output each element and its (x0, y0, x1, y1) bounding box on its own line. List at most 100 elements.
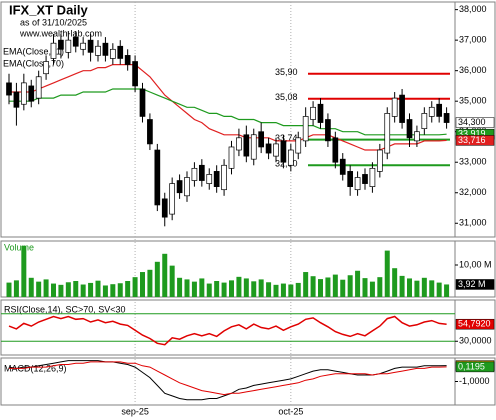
volume-bar (6, 282, 12, 297)
candle-body (414, 131, 420, 142)
candle-body (95, 45, 101, 56)
candle-body (236, 137, 242, 151)
candle-body (362, 174, 368, 184)
volume-bar (266, 282, 272, 297)
volume-bar (147, 269, 153, 297)
candle-body (161, 198, 168, 218)
volume-bar (154, 261, 160, 297)
volume-bar (184, 279, 190, 297)
volume-bar (229, 280, 234, 297)
candle-body (176, 180, 183, 194)
volume-bar (117, 283, 123, 297)
value-tag (455, 318, 495, 330)
candle-body (65, 39, 72, 53)
volume-bar (243, 278, 249, 297)
volume-bar (236, 276, 242, 297)
candle-body (184, 177, 190, 197)
volume-bar (140, 272, 145, 297)
value-tag-label: 54,7920 (458, 319, 491, 329)
legend-entry: EMA(Close,70) (3, 58, 64, 68)
y-tick-label: 38,000 (459, 4, 487, 14)
volume-bar (221, 282, 227, 297)
volume-bar (377, 277, 383, 297)
volume-bar (36, 281, 42, 297)
candle-body (191, 167, 198, 181)
candle-body (35, 76, 42, 99)
volume-bar (303, 272, 309, 297)
candle-body (58, 39, 64, 50)
volume-bar (310, 276, 316, 297)
candle-body (384, 113, 391, 154)
value-tag (455, 361, 495, 373)
volume-bar (392, 268, 398, 297)
candle-body (436, 103, 443, 117)
indicator-line (9, 88, 447, 136)
candle-body (347, 171, 354, 187)
volume-bar (110, 284, 116, 297)
candle-body (310, 106, 316, 120)
value-tag (455, 117, 495, 128)
volume-bar (65, 282, 71, 297)
volume-bar (369, 281, 375, 297)
volume-bar (191, 281, 197, 297)
volume-bar (429, 280, 435, 297)
volume-bar (273, 284, 279, 297)
value-tag-label: 33,919 (458, 129, 486, 139)
volume-bar (325, 277, 331, 297)
volume-bar (125, 281, 131, 297)
volume-bar (251, 281, 257, 297)
pane-frame (0, 357, 496, 406)
y-tick-label: 36,000 (459, 65, 487, 75)
x-tick-label: sep-25 (121, 406, 149, 416)
volume-bar (295, 282, 301, 297)
candle-body (265, 143, 272, 154)
volume-bar (43, 279, 49, 297)
y-tick-label: 31,000 (459, 218, 487, 228)
candle-body (50, 42, 57, 59)
volume-bar (347, 275, 353, 297)
candle-body (302, 116, 309, 142)
candle-body (399, 94, 405, 123)
candle-body (72, 36, 79, 47)
y-tick-label: 37,000 (459, 35, 487, 45)
value-tag (455, 279, 495, 290)
candle-body (443, 113, 450, 123)
volume-bar (162, 253, 168, 297)
candle-body (428, 106, 435, 117)
volume-bar (80, 284, 86, 297)
volume-bar (206, 283, 212, 297)
candle-body (6, 82, 12, 96)
candle-body (369, 167, 376, 187)
volume-bar (95, 280, 101, 297)
candle-body (376, 149, 383, 172)
value-tag-label: 0,1195 (458, 361, 485, 371)
y-tick-label: 33,000 (459, 157, 487, 167)
volume-bar (51, 283, 56, 297)
y-tick-label: 30,0000 (459, 336, 492, 346)
volume-bar (13, 280, 19, 297)
volume-bar (384, 250, 390, 297)
volume-bar (102, 285, 108, 297)
candle-body (13, 91, 20, 108)
y-tick-label: 10,00 M (459, 259, 492, 269)
y-tick-label: 35,000 (459, 96, 487, 106)
candle-body (354, 177, 361, 191)
candle-body (287, 149, 294, 166)
volume-bar (340, 279, 346, 297)
volume-bar (399, 275, 405, 297)
chart-subtitle: as of 31/10/2025 (20, 17, 87, 27)
candle-body (258, 131, 265, 148)
pane-frame (0, 1, 496, 238)
candle-body (221, 164, 227, 191)
value-tag-label: 33,716 (458, 135, 486, 145)
volume-bar (88, 282, 94, 297)
volume-bar (21, 245, 27, 297)
candle-body (339, 158, 346, 175)
candle-body (406, 119, 413, 139)
volume-bar (177, 277, 183, 297)
value-tag-label: 34,300 (458, 117, 486, 127)
source: www.wealth-lab.com (19, 28, 102, 38)
candle-body (124, 55, 131, 65)
